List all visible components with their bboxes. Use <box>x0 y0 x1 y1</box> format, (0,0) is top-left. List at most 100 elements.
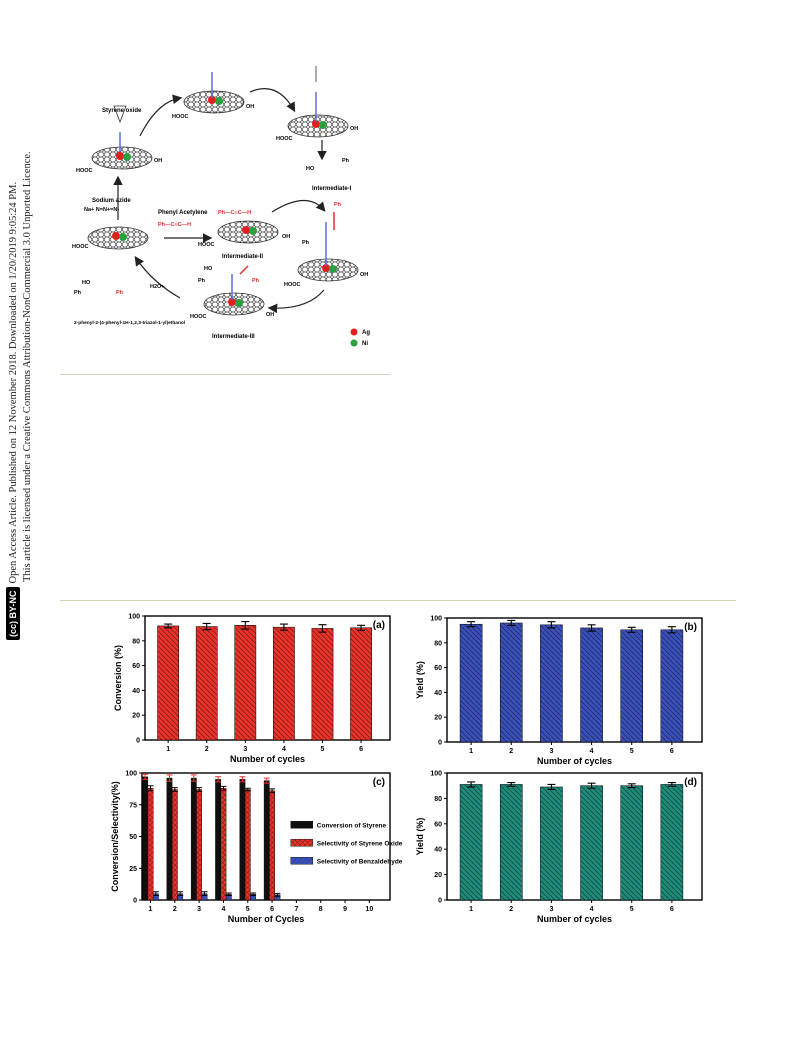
x-tick-label: 3 <box>197 906 201 913</box>
y-tick-label: 80 <box>434 640 442 647</box>
label-ho-int3: HO <box>204 266 213 272</box>
arrow-right-to-bottom <box>267 289 325 314</box>
x-tick-label: 6 <box>270 906 274 913</box>
label-ho-int1: HO <box>306 166 315 172</box>
label-ph-int3-red: Ph <box>252 278 260 284</box>
y-tick-label: 0 <box>438 898 442 905</box>
chart-panel-c: 0 25 50 75 100 1 2 3 4 5 6 7 8 9 10 Conversion of Styre… <box>110 771 403 925</box>
y-tick-label: 20 <box>132 713 140 720</box>
y-tick-label: 0 <box>136 738 140 745</box>
catalyst-sheet-top-center <box>183 90 245 114</box>
error-bar <box>196 787 203 792</box>
error-bar <box>220 785 227 791</box>
plot-frame <box>446 772 703 901</box>
label-product-text: 2-phenyl-2-(4-phenyl-1H-1,2,3-triazol-1-… <box>74 320 185 326</box>
error-bar <box>547 783 556 791</box>
x-tick-label: 8 <box>319 906 323 913</box>
label-ph-int1: Ph <box>342 158 350 164</box>
label-hooc-4: HOOC <box>72 244 89 250</box>
error-bar <box>142 773 149 780</box>
x-axis-label: Number of cycles <box>537 756 612 766</box>
arrow-to-top-right <box>249 88 296 113</box>
legend-swatch <box>290 857 314 865</box>
arrow-int2-to-right <box>271 199 326 213</box>
error-bar <box>190 774 197 782</box>
x-tick-label: 7 <box>294 906 298 913</box>
y-tick-label: 25 <box>129 866 137 873</box>
label-ph-right: Ph <box>334 202 342 208</box>
x-tick-label: 5 <box>321 746 325 753</box>
bar <box>244 789 251 901</box>
bar <box>350 627 372 741</box>
label-intermediate-2: Intermediate-II <box>222 254 263 260</box>
label-ph-product-red: Ph <box>116 290 124 296</box>
x-tick-label: 5 <box>630 748 634 755</box>
legend-swatch <box>290 821 314 829</box>
y-tick-label: 40 <box>434 847 442 854</box>
x-tick-label: 4 <box>221 906 225 913</box>
bar <box>459 784 483 901</box>
error-bar <box>215 776 222 783</box>
error-bar <box>627 783 636 789</box>
legend-ag-label: Ag <box>362 330 370 336</box>
bar <box>540 624 563 743</box>
error-bar <box>202 622 211 631</box>
x-tick-label: 3 <box>243 746 247 753</box>
bar <box>620 785 644 901</box>
x-tick-label: 1 <box>166 746 170 753</box>
divider-top <box>60 374 390 375</box>
error-bar <box>318 624 327 633</box>
plot-frame <box>144 615 391 741</box>
label-ph-int3: Ph <box>198 278 206 284</box>
error-bar <box>152 891 159 897</box>
legend-label: Selectivity of Styrene Oxide <box>317 840 403 847</box>
error-bar <box>587 782 596 789</box>
label-intermediate-1: Intermediate-I <box>312 186 352 192</box>
bar <box>220 788 227 901</box>
x-tick-label: 3 <box>549 906 553 913</box>
error-bar <box>467 781 476 788</box>
y-axis-label: Yield (%) <box>415 661 425 699</box>
cc-badge[interactable]: (cc) BY-NC <box>6 587 20 640</box>
license-sidebar: (cc) BY-NC Open Access Article. Published… <box>0 0 40 700</box>
chart-panel-d: 0 20 40 60 80 100 1 2 3 4 5 6 (d) Number of cycles Yie… <box>415 771 703 924</box>
legend-swatch <box>290 839 314 847</box>
y-tick-label: 40 <box>434 690 442 697</box>
catalyst-sheet-top-right <box>287 114 349 138</box>
label-phenyl-acetylene-top: Ph—C≡C—H <box>218 210 251 216</box>
chart-panel-b: 0 20 40 60 80 100 1 2 3 4 5 6 (b) Number of cycles Yie… <box>415 616 703 766</box>
error-bar <box>147 785 154 792</box>
bar <box>660 629 684 743</box>
x-tick-label: 2 <box>509 748 513 755</box>
y-tick-label: 60 <box>434 665 442 672</box>
y-tick-label: 50 <box>129 834 137 841</box>
bar <box>580 627 603 743</box>
label-ho-product: HO <box>82 280 91 286</box>
label-oh-1: OH <box>154 158 162 164</box>
error-bar <box>263 777 270 784</box>
bar <box>171 789 178 901</box>
bar <box>459 623 483 743</box>
error-bar <box>225 892 232 897</box>
y-tick-label: 0 <box>133 898 137 905</box>
arrow-bottom-to-left <box>134 256 181 299</box>
bar <box>234 625 257 741</box>
x-tick-label: 2 <box>509 906 513 913</box>
license-line-1: (cc) BY-NC Open Access Article. Published… <box>6 0 21 640</box>
x-tick-label: 2 <box>173 906 177 913</box>
label-hooc-5: HOOC <box>198 242 215 248</box>
x-axis-label: Number of cycles <box>230 754 305 764</box>
y-tick-label: 40 <box>132 688 140 695</box>
x-tick-label: 5 <box>246 906 250 913</box>
reaction-scheme: Styrene oxide HOOC OH HOOC OH HOOC OH HO… <box>72 66 370 347</box>
bar <box>499 784 523 901</box>
bar <box>166 777 173 901</box>
y-tick-label: 80 <box>132 638 140 645</box>
y-axis-label: Conversion (%) <box>113 645 123 711</box>
label-phenyl-acetylene-formula: Ph—C≡C—H <box>158 222 191 228</box>
y-tick-label: 60 <box>132 663 140 670</box>
panel-label: (a) <box>373 620 385 631</box>
x-axis-label: Number of cycles <box>537 914 612 924</box>
x-tick-label: 10 <box>365 906 373 913</box>
legend-ni-marker <box>350 339 358 347</box>
